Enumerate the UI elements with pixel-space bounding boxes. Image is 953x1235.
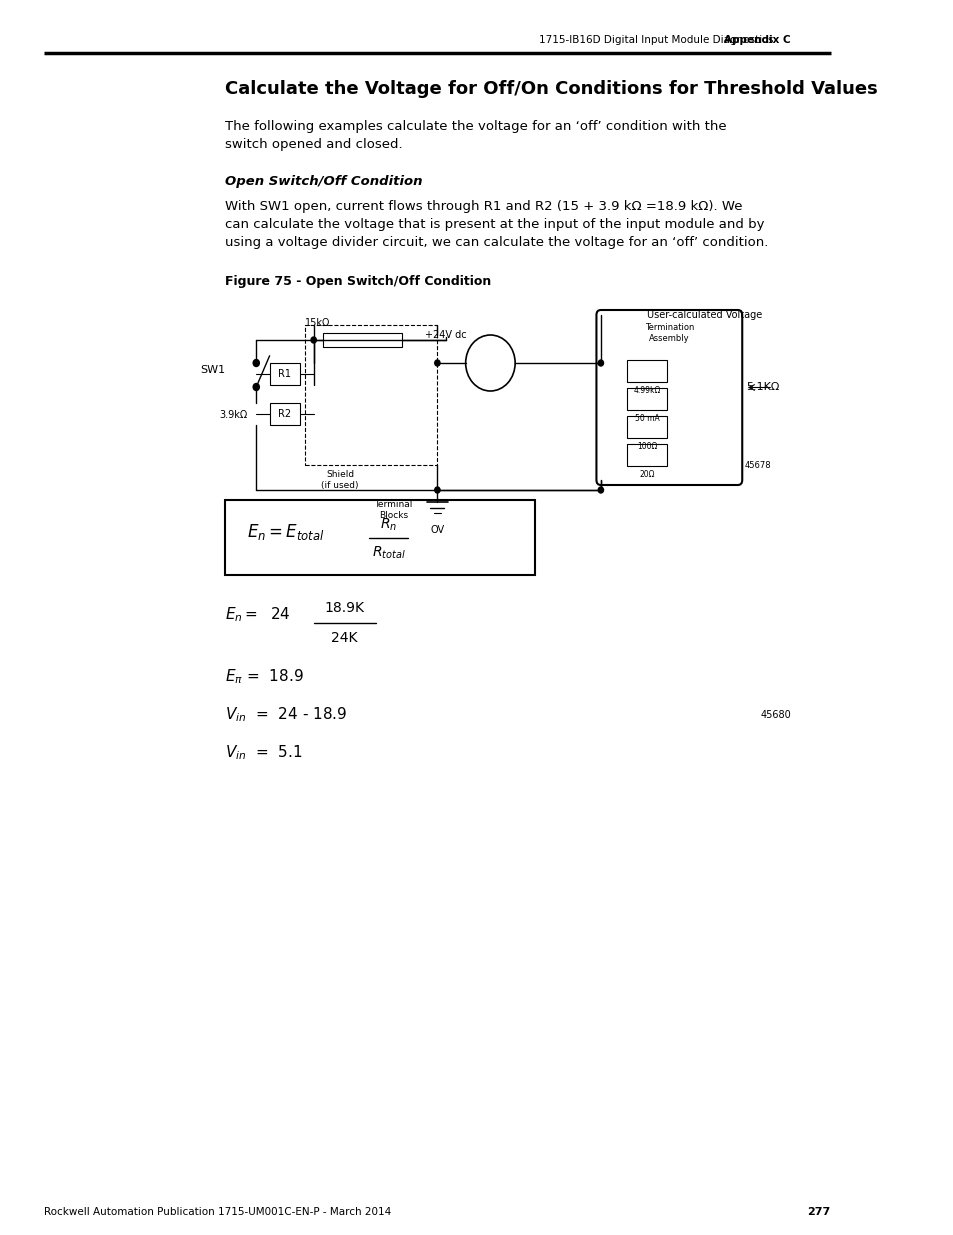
Text: Shield
(if used): Shield (if used) [321, 471, 358, 490]
Text: With SW1 open, current flows through R1 and R2 (15 + 3.9 kΩ =18.9 kΩ). We
can ca: With SW1 open, current flows through R1 … [225, 200, 768, 249]
Text: 1715-IB16D Digital Input Module Diagnostics: 1715-IB16D Digital Input Module Diagnost… [538, 35, 785, 44]
Text: 3.9kΩ: 3.9kΩ [219, 410, 247, 420]
Circle shape [253, 359, 259, 367]
Circle shape [311, 337, 316, 343]
Text: Terminal
Blocks: Terminal Blocks [374, 500, 412, 520]
Text: R2: R2 [278, 409, 292, 419]
Text: Appendix C: Appendix C [723, 35, 790, 44]
Text: +24V dc: +24V dc [425, 330, 467, 340]
Text: 50 mA: 50 mA [634, 414, 659, 424]
Text: The following examples calculate the voltage for an ‘off’ condition with the
swi: The following examples calculate the vol… [225, 120, 726, 151]
Text: Termination
Assembly: Termination Assembly [644, 324, 693, 343]
Text: Calculate the Voltage for Off/On Conditions for Threshold Values: Calculate the Voltage for Off/On Conditi… [225, 80, 877, 98]
Circle shape [598, 359, 603, 366]
Text: OV: OV [430, 525, 444, 535]
Text: 20Ω: 20Ω [639, 471, 655, 479]
Text: $E_\pi$ =  18.9: $E_\pi$ = 18.9 [225, 667, 304, 685]
Circle shape [253, 384, 259, 390]
Text: User-calculated Voltage: User-calculated Voltage [646, 310, 761, 320]
FancyBboxPatch shape [596, 310, 741, 485]
Text: R1: R1 [278, 369, 292, 379]
Text: 45680: 45680 [760, 710, 790, 720]
Text: Rockwell Automation Publication 1715-UM001C-EN-P - March 2014: Rockwell Automation Publication 1715-UM0… [44, 1207, 391, 1216]
Text: $E_n = E_{total}$: $E_n = E_{total}$ [247, 522, 325, 542]
Text: 277: 277 [806, 1207, 830, 1216]
Circle shape [598, 487, 603, 493]
Text: $R_{total}$: $R_{total}$ [372, 545, 405, 561]
Text: 18.9K: 18.9K [324, 601, 364, 615]
Text: 24K: 24K [331, 631, 357, 645]
Text: $E_n=$  24: $E_n=$ 24 [225, 605, 291, 624]
Text: $V_{in}$  =  5.1: $V_{in}$ = 5.1 [225, 743, 303, 762]
Text: $R_n$: $R_n$ [380, 516, 397, 532]
Text: 4.99kΩ: 4.99kΩ [633, 387, 660, 395]
Text: Open Switch/Off Condition: Open Switch/Off Condition [225, 175, 422, 188]
Circle shape [435, 359, 439, 366]
Text: Figure 75 - Open Switch/Off Condition: Figure 75 - Open Switch/Off Condition [225, 275, 491, 288]
Text: 15kΩ: 15kΩ [305, 317, 331, 329]
Circle shape [435, 487, 439, 493]
Text: 5.1KΩ: 5.1KΩ [746, 383, 780, 393]
Text: 100Ω: 100Ω [637, 442, 657, 451]
FancyBboxPatch shape [225, 500, 534, 576]
Text: 45678: 45678 [744, 461, 771, 471]
Text: SW1: SW1 [200, 366, 225, 375]
Text: $V_{in}$  =  24 - 18.9: $V_{in}$ = 24 - 18.9 [225, 705, 347, 724]
